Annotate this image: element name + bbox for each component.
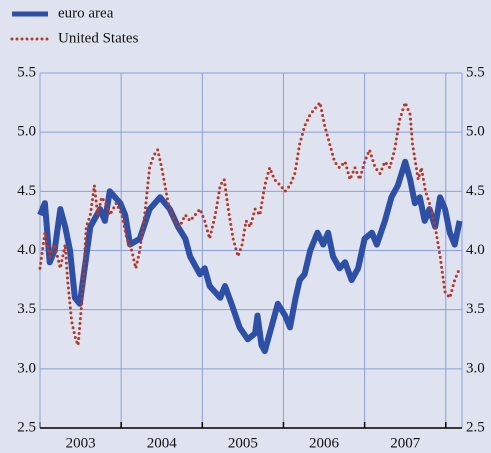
x-tick-label: 2007 <box>390 435 421 451</box>
y2-tick-label: 3.0 <box>466 360 485 376</box>
y-tick-label: 3.5 <box>17 301 36 317</box>
y2-tick-label: 5.0 <box>466 124 485 140</box>
y2-tick-label: 4.5 <box>466 183 485 199</box>
y-tick-label: 3.0 <box>17 360 36 376</box>
x-tick-label: 2005 <box>228 435 258 451</box>
legend-label: United States <box>58 30 139 46</box>
y2-tick-label: 4.0 <box>466 242 485 258</box>
x-tick-label: 2004 <box>147 435 178 451</box>
y-tick-label: 5.5 <box>17 64 36 80</box>
y2-tick-label: 2.5 <box>466 419 485 435</box>
x-tick-label: 2003 <box>66 435 96 451</box>
y2-tick-label: 3.5 <box>466 301 485 317</box>
x-tick-label: 2006 <box>309 435 340 451</box>
y-tick-label: 5.0 <box>17 124 36 140</box>
y-tick-label: 4.5 <box>17 183 36 199</box>
series-line <box>37 158 463 355</box>
y2-tick-label: 5.5 <box>466 64 485 80</box>
series-line <box>38 98 462 346</box>
y-tick-label: 2.5 <box>17 419 36 435</box>
legend-label: euro area <box>58 5 114 21</box>
y-tick-label: 4.0 <box>17 242 36 258</box>
